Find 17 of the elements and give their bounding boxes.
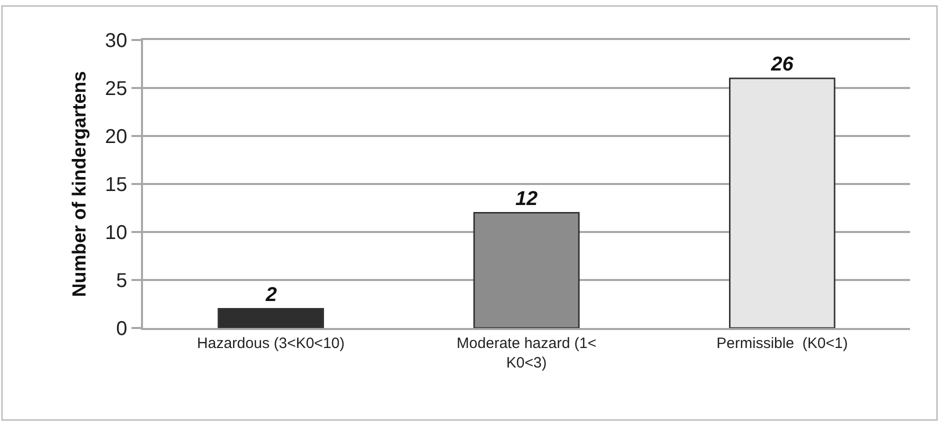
x-tick-label: Hazardous (3<K0<10) xyxy=(197,334,345,352)
data-label: 26 xyxy=(770,53,794,76)
y-axis-title: Number of kindergartens xyxy=(69,71,90,297)
y-tick-label: 0 xyxy=(116,318,128,340)
y-tick-label: 10 xyxy=(105,222,128,244)
data-label: 2 xyxy=(264,284,277,306)
data-label: 12 xyxy=(515,188,538,210)
x-tick-label: Moderate hazard (1< K0<3) xyxy=(456,334,597,372)
y-tick-label: 25 xyxy=(105,78,128,100)
x-tick-label: Permissible (K0<1) xyxy=(716,334,848,352)
y-tick-label: 5 xyxy=(116,270,128,292)
y-tick-label: 15 xyxy=(105,174,128,196)
y-tick-label: 20 xyxy=(105,126,128,148)
bar xyxy=(218,308,324,328)
bar xyxy=(729,78,836,328)
y-tick-label: 30 xyxy=(105,30,128,52)
bar xyxy=(473,212,580,328)
